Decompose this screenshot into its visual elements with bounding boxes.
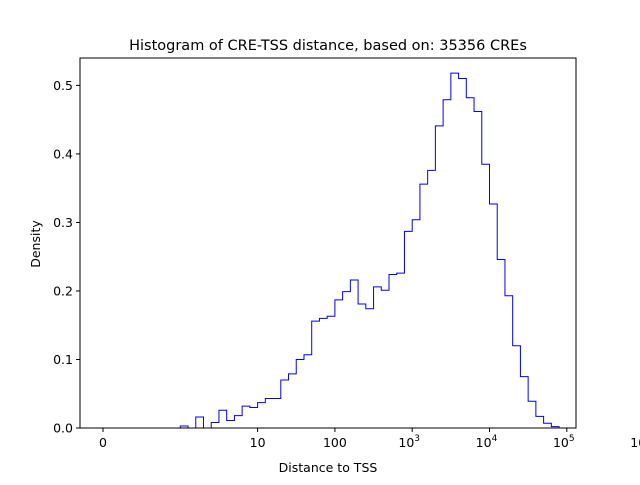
histogram-bin xyxy=(381,290,389,428)
histogram-bin xyxy=(227,420,235,428)
histogram-bin xyxy=(428,170,436,428)
histogram-bin xyxy=(343,292,351,428)
histogram-bin xyxy=(536,416,544,428)
x-axis-label: Distance to TSS xyxy=(279,460,378,475)
histogram-bin xyxy=(474,111,482,428)
histogram-bin xyxy=(497,259,505,428)
histogram-bin xyxy=(443,100,451,428)
histogram-bin xyxy=(327,316,335,428)
histogram-bin xyxy=(389,275,397,428)
x-tick-label: 106 xyxy=(630,434,640,450)
x-axis: 0 10 100 103 104 105 106 xyxy=(99,428,640,450)
histogram-bin xyxy=(513,346,521,428)
chart-title: Histogram of CRE-TSS distance, based on:… xyxy=(129,38,527,54)
y-tick-label: 0.0 xyxy=(53,421,73,436)
histogram-bin xyxy=(528,401,536,428)
y-tick-label: 0.2 xyxy=(53,283,73,298)
histogram-bin xyxy=(250,407,258,428)
histogram-series xyxy=(179,72,567,429)
histogram-bin xyxy=(304,355,312,428)
histogram-bin xyxy=(281,380,289,428)
histogram-bin xyxy=(520,377,528,428)
histogram-bin xyxy=(273,399,281,428)
y-tick-label: 0.1 xyxy=(53,352,73,367)
x-tick-label: 103 xyxy=(398,434,420,450)
x-tick-label: 0 xyxy=(99,435,107,450)
histogram-bin xyxy=(196,417,204,428)
histogram-bin xyxy=(435,126,443,428)
histogram-bin xyxy=(312,321,320,428)
histogram-bin xyxy=(412,220,420,428)
histogram-bin xyxy=(459,79,467,428)
histogram-bin xyxy=(258,403,266,428)
y-tick-label: 0.4 xyxy=(53,146,73,161)
histogram-bin xyxy=(234,416,242,428)
y-axis-label: Density xyxy=(28,220,43,268)
histogram-bin xyxy=(397,273,405,428)
y-tick-label: 0.3 xyxy=(53,215,73,230)
histogram-bin xyxy=(335,300,343,428)
histogram-bin xyxy=(366,309,374,428)
histogram-bin xyxy=(289,374,297,428)
plot-frame xyxy=(79,57,577,429)
histogram-bin xyxy=(319,318,327,428)
histogram-bin xyxy=(482,164,490,428)
histogram-bin xyxy=(404,231,412,428)
histogram-bin xyxy=(265,399,273,428)
histogram-bin xyxy=(490,204,498,428)
x-tick-label: 100 xyxy=(323,435,347,450)
histogram-bin xyxy=(242,406,250,428)
histogram-bin xyxy=(350,280,358,428)
histogram-bin xyxy=(505,296,513,428)
histogram-bin xyxy=(296,359,304,428)
y-axis: 0.0 0.1 0.2 0.3 0.4 0.5 xyxy=(53,78,80,436)
x-tick-label: 105 xyxy=(553,434,575,450)
histogram-bin xyxy=(544,423,552,428)
y-tick-label: 0.5 xyxy=(53,78,73,93)
histogram-bin xyxy=(451,73,459,428)
x-tick-label: 104 xyxy=(476,434,498,450)
histogram-bin xyxy=(219,410,227,428)
x-tick-label: 10 xyxy=(250,435,266,450)
histogram-bin xyxy=(211,423,219,428)
histogram-step-line xyxy=(179,72,567,429)
histogram-bin xyxy=(358,304,366,428)
histogram-bin xyxy=(374,287,382,428)
histogram-bin xyxy=(420,184,428,428)
histogram-bin xyxy=(466,98,474,428)
